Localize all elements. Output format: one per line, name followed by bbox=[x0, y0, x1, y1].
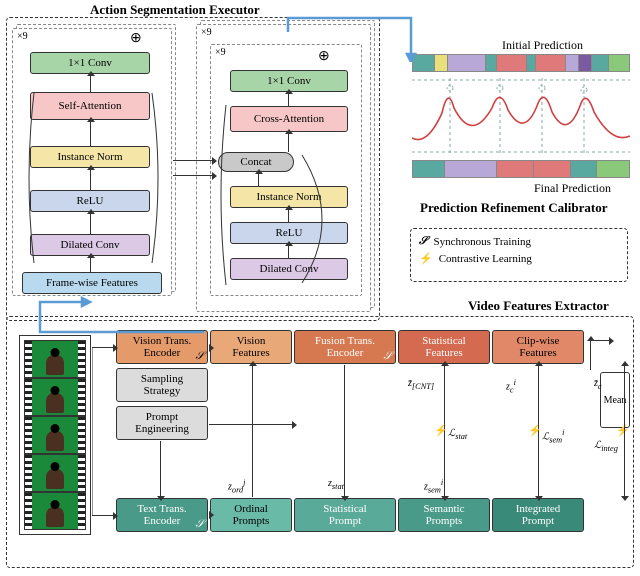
statistical-prompt: Statistical Prompt bbox=[294, 498, 396, 532]
z-sem: zsemi bbox=[424, 478, 443, 494]
ordinal-prompts: Ordinal Prompts bbox=[210, 498, 292, 532]
bolt-1: ⚡ bbox=[434, 424, 448, 437]
vfe-title: Video Features Extractor bbox=[468, 298, 609, 314]
sync-label: Synchronous Training bbox=[434, 236, 532, 248]
ase-to-pred-arrow bbox=[283, 12, 423, 62]
z-stat: zstat bbox=[328, 478, 344, 491]
l-integ: ℒinteg bbox=[594, 440, 618, 453]
ase-title: Action Segmentation Executor bbox=[90, 2, 260, 18]
statistical-features: Statistical Features bbox=[398, 330, 490, 364]
final-pred-label: Final Prediction bbox=[534, 181, 611, 196]
sync-icon: 𝒮 bbox=[419, 235, 428, 248]
refinement-curve bbox=[412, 78, 630, 156]
final-pred-bar bbox=[412, 160, 630, 178]
fusion-trans-encoder: Fusion Trans. Encoder 𝒮 bbox=[294, 330, 396, 364]
semantic-prompts: Semantic Prompts bbox=[398, 498, 490, 532]
z-ci: zci bbox=[506, 378, 516, 394]
legend-panel: 𝒮 Synchronous Training ⚡ Contrastive Lea… bbox=[410, 228, 628, 282]
z-cbar: z̄c bbox=[594, 378, 602, 391]
sampling-strategy: Sampling Strategy bbox=[116, 368, 208, 402]
initial-pred-label: Initial Prediction bbox=[502, 38, 583, 53]
vfe-to-ase-arrow bbox=[34, 296, 214, 336]
prompt-engineering: Prompt Engineering bbox=[116, 406, 208, 440]
mean-block: Mean bbox=[600, 372, 630, 428]
clipwise-features: Clip-wise Features bbox=[492, 330, 584, 364]
bolt-icon: ⚡ bbox=[419, 252, 433, 265]
l-sem: ℒsemi bbox=[542, 428, 564, 444]
vision-features: Vision Features bbox=[210, 330, 292, 364]
l-stat: ℒstat bbox=[448, 428, 467, 441]
text-trans-encoder: Text Trans. Encoder 𝒮 bbox=[116, 498, 208, 532]
z-cnt: z̄[CNT] bbox=[408, 378, 434, 391]
bolt-3: ⚡ bbox=[616, 424, 630, 437]
integrated-prompt: Integrated Prompt bbox=[492, 498, 584, 532]
z-ord: zordj bbox=[228, 478, 246, 494]
bolt-2: ⚡ bbox=[528, 424, 542, 437]
contrast-label: Contrastive Learning bbox=[439, 253, 532, 265]
ase-panel bbox=[6, 17, 380, 321]
prc-title: Prediction Refinement Calibrator bbox=[420, 200, 608, 216]
initial-pred-bar bbox=[412, 54, 630, 72]
